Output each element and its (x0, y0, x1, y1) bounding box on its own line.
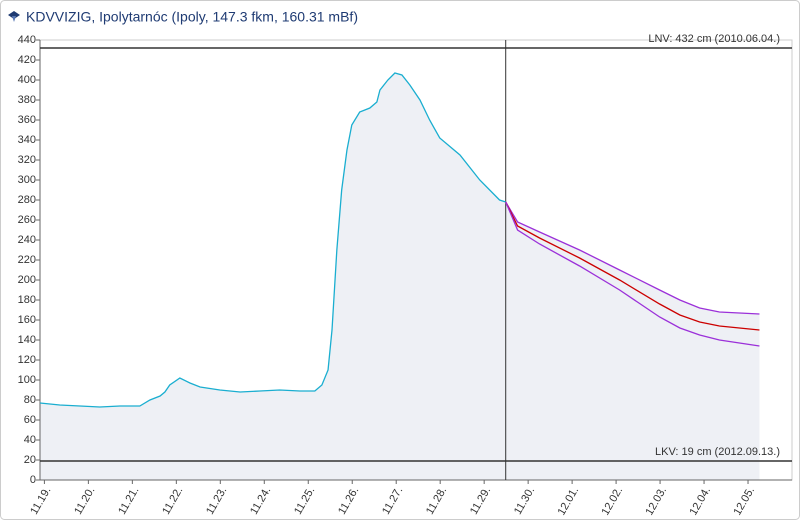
y-tick-label: 220 (18, 254, 36, 266)
y-tick-label: 200 (18, 274, 36, 286)
logo (8, 11, 20, 22)
series-line (39, 72, 506, 408)
y-tick-label: 40 (24, 434, 36, 446)
y-tick-label: 240 (18, 234, 36, 246)
area-fill (40, 73, 506, 480)
y-tick-label: 320 (18, 154, 36, 166)
y-tick-label: 180 (18, 294, 36, 306)
series-line (505, 201, 760, 315)
y-tick-label: 60 (24, 414, 36, 426)
y-tick-label: 100 (18, 374, 36, 386)
y-tick-label: 440 (18, 34, 36, 46)
y-tick-label: 380 (18, 94, 36, 106)
y-tick-label: 0 (30, 474, 36, 486)
threshold-label: LKV: 19 cm (2012.09.13.) (655, 446, 780, 458)
y-tick-label: 360 (18, 114, 36, 126)
y-tick-label: 20 (24, 454, 36, 466)
series-line (505, 201, 760, 331)
y-tick-label: 80 (24, 394, 36, 406)
y-tick-label: 140 (18, 334, 36, 346)
area-fill (505, 202, 760, 480)
y-tick-label: 420 (18, 54, 36, 66)
series-line (505, 201, 760, 347)
y-tick-label: 160 (18, 314, 36, 326)
y-tick-label: 260 (18, 214, 36, 226)
y-tick-label: 400 (18, 74, 36, 86)
y-tick-label: 280 (18, 194, 36, 206)
y-tick-label: 120 (18, 354, 36, 366)
chart-title: KDVVIZIG, Ipolytarnóc (Ipoly, 147.3 fkm,… (26, 9, 358, 25)
y-tick-label: 300 (18, 174, 36, 186)
threshold-label: LNV: 432 cm (2010.06.04.) (648, 33, 780, 45)
y-tick-label: 340 (18, 134, 36, 146)
